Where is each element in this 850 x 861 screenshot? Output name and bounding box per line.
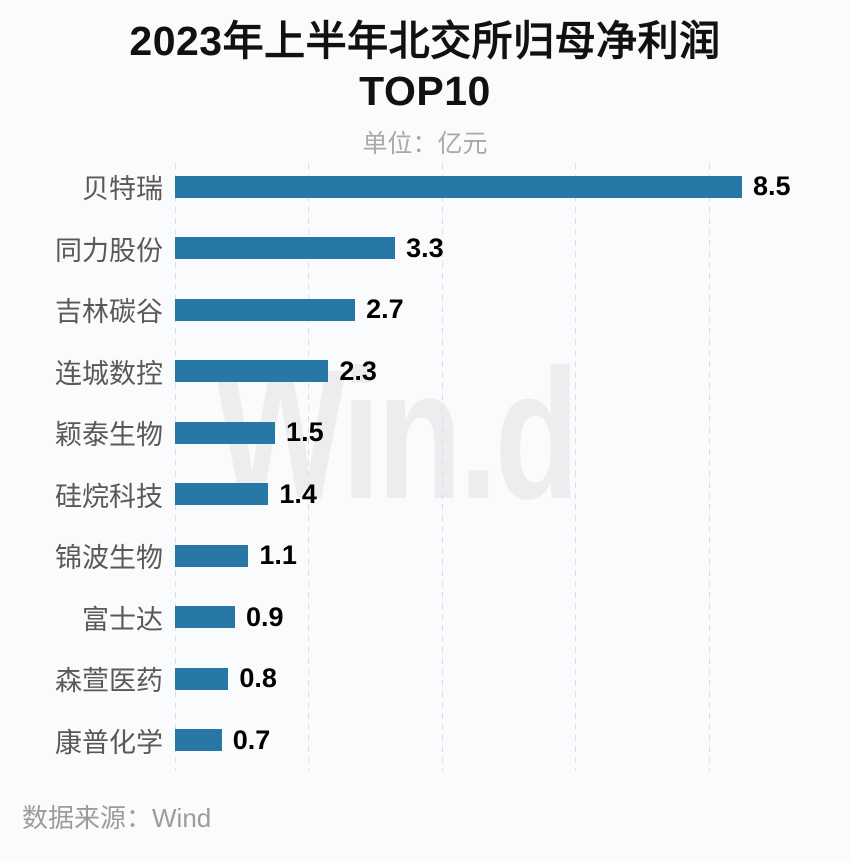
category-label: 同力股份: [55, 235, 163, 266]
category-label: 吉林碳谷: [55, 297, 163, 328]
category-label: 森萱医药: [55, 666, 163, 697]
chart-unit-subtitle: 单位：亿元: [362, 130, 488, 158]
bar: [175, 667, 229, 690]
value-label: 2.3: [339, 355, 377, 386]
bar: [175, 421, 276, 444]
category-label: 康普化学: [55, 727, 163, 758]
bar: [175, 175, 742, 198]
value-label: 8.5: [752, 171, 791, 202]
value-label: 3.3: [406, 232, 444, 263]
category-label: 硅烷科技: [55, 481, 163, 512]
chart-row: 连城数控 2.3: [0, 341, 850, 403]
chart-row: 森萱医药 0.8: [0, 648, 850, 710]
category-label: 颖泰生物: [55, 420, 163, 451]
bar: [175, 237, 396, 260]
chart-row: 锦波生物 1.1: [0, 525, 850, 587]
chart-row: 同力股份 3.3: [0, 218, 850, 280]
value-label: 1.5: [286, 417, 324, 448]
chart-title-line2: TOP10: [359, 68, 491, 114]
chart-title-line1: 2023年上半年北交所归母净利润: [129, 18, 721, 64]
bar: [175, 360, 329, 383]
chart-row: 颖泰生物 1.5: [0, 402, 850, 464]
gridlines: [0, 163, 850, 771]
bar: [175, 483, 269, 506]
category-label: 贝特瑞: [82, 174, 163, 205]
category-label: 锦波生物: [55, 543, 163, 574]
bar: [175, 729, 222, 752]
chart-row: 康普化学 0.7: [0, 710, 850, 772]
value-label: 0.8: [239, 663, 277, 694]
data-source: 数据来源：Wind: [22, 803, 212, 833]
chart-row: 富士达 0.9: [0, 587, 850, 649]
category-label: 连城数控: [55, 358, 163, 389]
value-label: 1.1: [259, 540, 297, 571]
gridline: [175, 163, 176, 771]
gridline: [708, 163, 710, 771]
gridline: [441, 163, 443, 771]
value-label: 1.4: [279, 478, 317, 509]
bar: [175, 606, 236, 629]
gridline: [575, 163, 577, 771]
bar: [175, 298, 356, 321]
bar: [175, 544, 249, 567]
chart-row: 吉林碳谷 2.7: [0, 279, 850, 341]
chart-row: 硅烷科技 1.4: [0, 464, 850, 526]
chart-title: 2023年上半年北交所归母净利润 TOP10: [0, 16, 850, 116]
category-label: 富士达: [82, 604, 163, 635]
chart-row: 贝特瑞 8.5: [0, 156, 850, 218]
value-label: 0.9: [246, 601, 284, 632]
gridline: [308, 163, 310, 771]
value-label: 2.7: [366, 294, 404, 325]
bar-chart: 贝特瑞 8.5 同力股份 3.3 吉林碳谷 2.7 连城数控 2.3 颖泰生物 1.5 硅烷科技 1.…: [0, 156, 850, 771]
value-label: 0.7: [232, 724, 271, 755]
